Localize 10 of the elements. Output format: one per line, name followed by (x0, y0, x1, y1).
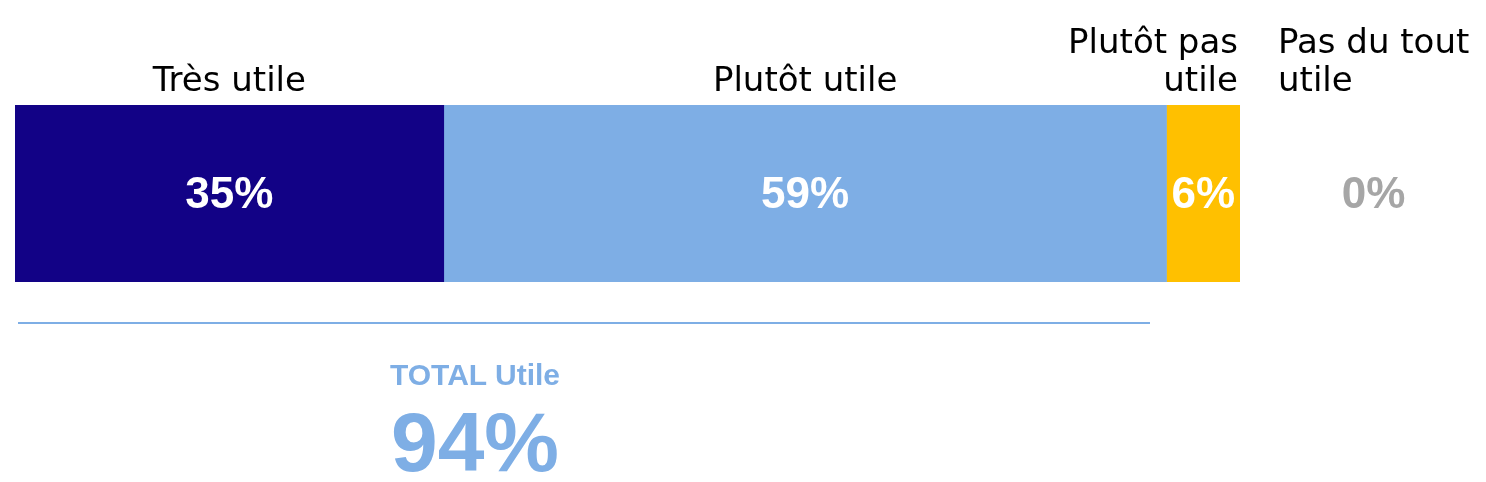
text: 94% (389, 395, 561, 482)
series-label: Plutôt pas utile (1068, 21, 1238, 99)
series-label: Pas du tout utile (1278, 21, 1470, 99)
series-label: Plutôt utile (712, 59, 898, 99)
data-label: 59% (761, 167, 850, 217)
series-label: Très utile (151, 59, 306, 99)
data-label: 35% (185, 167, 274, 217)
text: TOTAL Utile (389, 358, 561, 391)
data-label: 6% (1171, 167, 1236, 217)
data-label: 0% (1341, 167, 1406, 217)
